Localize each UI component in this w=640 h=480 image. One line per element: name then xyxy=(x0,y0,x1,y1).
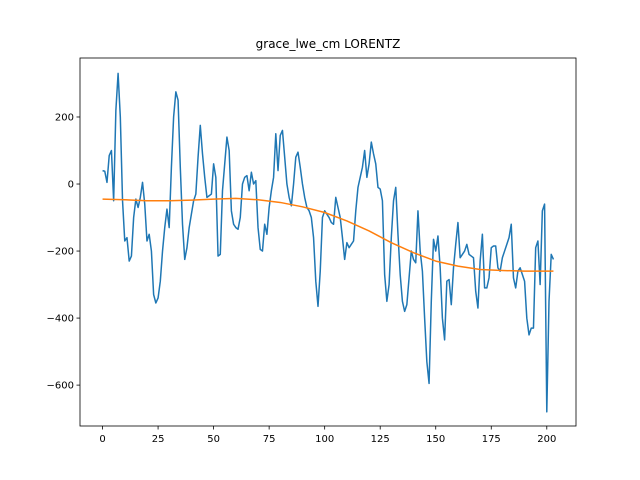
line-series xyxy=(102,72,555,413)
y-tick-label: 0 xyxy=(68,180,74,191)
plot-frame xyxy=(79,57,577,427)
y-tick-label: −400 xyxy=(47,314,74,325)
x-tick-label: 200 xyxy=(537,434,556,445)
x-tick-label: 125 xyxy=(371,434,390,445)
x-tick-label: 0 xyxy=(99,434,105,445)
y-tick-label: −600 xyxy=(47,381,74,392)
y-tick-label: 200 xyxy=(55,112,74,123)
line-series xyxy=(102,197,554,272)
x-tick-label: 150 xyxy=(426,434,445,445)
y-tick-label: −200 xyxy=(47,247,74,258)
chart-title: grace_lwe_cm LORENTZ xyxy=(256,37,401,51)
x-tick-label: 175 xyxy=(482,434,501,445)
x-tick-label: 75 xyxy=(263,434,276,445)
x-tick-label: 50 xyxy=(207,434,220,445)
x-tick-label: 100 xyxy=(315,434,334,445)
x-tick-label: 25 xyxy=(152,434,165,445)
